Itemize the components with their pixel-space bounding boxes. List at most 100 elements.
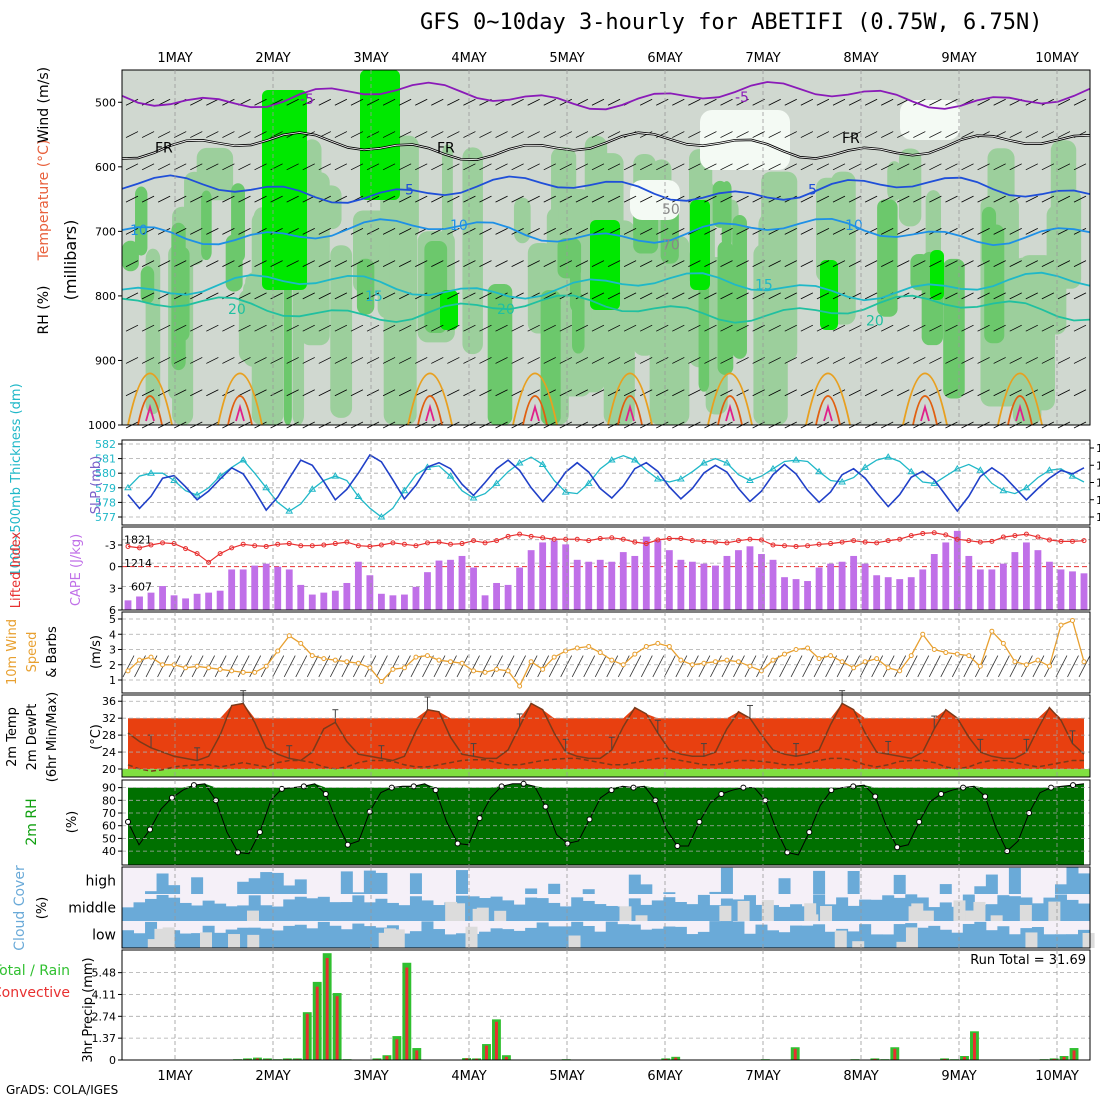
wind-barb	[720, 357, 733, 364]
wind-barb	[559, 324, 573, 332]
lifted-index-point	[321, 542, 327, 548]
cape-bar	[608, 561, 616, 610]
wind-barb	[366, 260, 380, 267]
contour-label: -5	[300, 92, 314, 108]
wind-barb	[527, 357, 540, 364]
cape-bar	[884, 577, 892, 610]
wind-barb	[527, 98, 540, 106]
wind-barb	[897, 228, 910, 235]
wind-barb	[1009, 357, 1022, 364]
date-label-bottom: 10MAY	[1035, 1069, 1079, 1084]
wind-barb	[495, 163, 508, 171]
rh-region-high	[135, 186, 148, 256]
wind-barb	[623, 195, 637, 203]
cloud-bar	[352, 923, 365, 948]
wind-barb	[800, 324, 814, 332]
date-label-bottom: 8MAY	[843, 1069, 878, 1084]
lifted-index-point	[401, 541, 407, 547]
date-label-top: 5MAY	[549, 51, 584, 66]
cape-bar	[850, 555, 858, 610]
cape-bar	[1011, 552, 1019, 610]
rh-point	[806, 829, 813, 836]
cloud-bar	[168, 885, 181, 894]
wind-barb	[190, 324, 203, 332]
wind-barb	[784, 228, 797, 235]
wind-barb	[157, 292, 171, 300]
wind-barb	[238, 163, 251, 171]
wind-barb	[675, 655, 688, 678]
wind-barb	[656, 324, 669, 332]
wind-barb	[141, 389, 155, 397]
cloud-bar	[306, 928, 319, 948]
cloud-bar	[271, 906, 284, 921]
wind-label-line3: & Barbs	[45, 626, 60, 678]
wind-barb	[704, 98, 717, 106]
wind-barb	[591, 163, 605, 171]
contour-label: FR	[437, 140, 455, 156]
cape-bar	[389, 595, 397, 610]
wind-barb	[125, 131, 139, 138]
wind-speed-point	[355, 660, 361, 666]
wind-barb	[1025, 292, 1038, 300]
wind-barb	[1025, 195, 1038, 203]
lifted-index-point	[125, 543, 131, 549]
wind-barb	[913, 131, 926, 138]
wind-barb	[639, 389, 653, 397]
rh-point	[322, 790, 329, 797]
wind-barb	[832, 98, 846, 106]
cloud-bar	[939, 902, 952, 921]
cloud-bar	[375, 872, 388, 894]
rh-point	[872, 793, 879, 800]
rh-tick-label: 60	[102, 820, 116, 833]
wind-barb	[125, 260, 139, 267]
wind-speed-point	[678, 657, 684, 663]
wind-barb	[639, 357, 653, 364]
wind-speed-point	[920, 631, 926, 637]
wind-barb	[468, 655, 480, 678]
rh-point	[828, 787, 835, 794]
wind-barb	[779, 655, 791, 678]
wind-barb	[366, 195, 380, 203]
wind-barb	[206, 260, 219, 267]
wind-barb	[447, 324, 460, 332]
wind-barb	[479, 228, 492, 235]
cloud-bar	[847, 871, 860, 894]
wind-label-line2: Speed	[25, 632, 40, 673]
wind-barb	[543, 228, 556, 235]
cape-bar	[930, 554, 938, 610]
wind-barb	[784, 357, 797, 364]
wind-barb	[913, 98, 926, 106]
cloud-bar	[928, 925, 941, 948]
cape-bar	[1057, 569, 1065, 610]
wind-speed-point	[413, 654, 419, 660]
cape-bar	[965, 555, 973, 610]
cloud-gap	[921, 910, 934, 921]
wind-barb	[543, 357, 556, 364]
dewpoint-line	[127, 757, 1084, 772]
rh-point	[916, 818, 923, 825]
rh-point	[674, 843, 681, 850]
cape-bar	[216, 590, 224, 610]
precip-tick-label: 1.37	[92, 1032, 117, 1045]
rh-point	[520, 780, 527, 787]
wind-barb	[848, 163, 862, 171]
wind-speed-point	[540, 666, 546, 672]
wind-barb	[254, 163, 267, 171]
wind-barb	[366, 357, 380, 364]
wind-barb	[382, 195, 396, 203]
rh-tick-label: 40	[102, 845, 116, 858]
wind-speed-point	[183, 665, 189, 671]
thickness-tick-label: 577	[95, 511, 116, 524]
wind-barb	[848, 389, 862, 397]
wind-speed-point	[989, 628, 995, 634]
wind-barb	[961, 131, 974, 138]
lifted-index-point	[597, 536, 603, 541]
cape-bar	[712, 565, 719, 610]
wind-barb	[736, 163, 749, 171]
precip-convective-bar	[972, 1032, 976, 1060]
wind-barb	[1009, 195, 1022, 203]
wind-speed-point	[309, 653, 315, 659]
precip-label-total: Total / Rain	[0, 963, 70, 979]
wind-barb	[431, 357, 444, 364]
wind-barb	[479, 324, 492, 332]
